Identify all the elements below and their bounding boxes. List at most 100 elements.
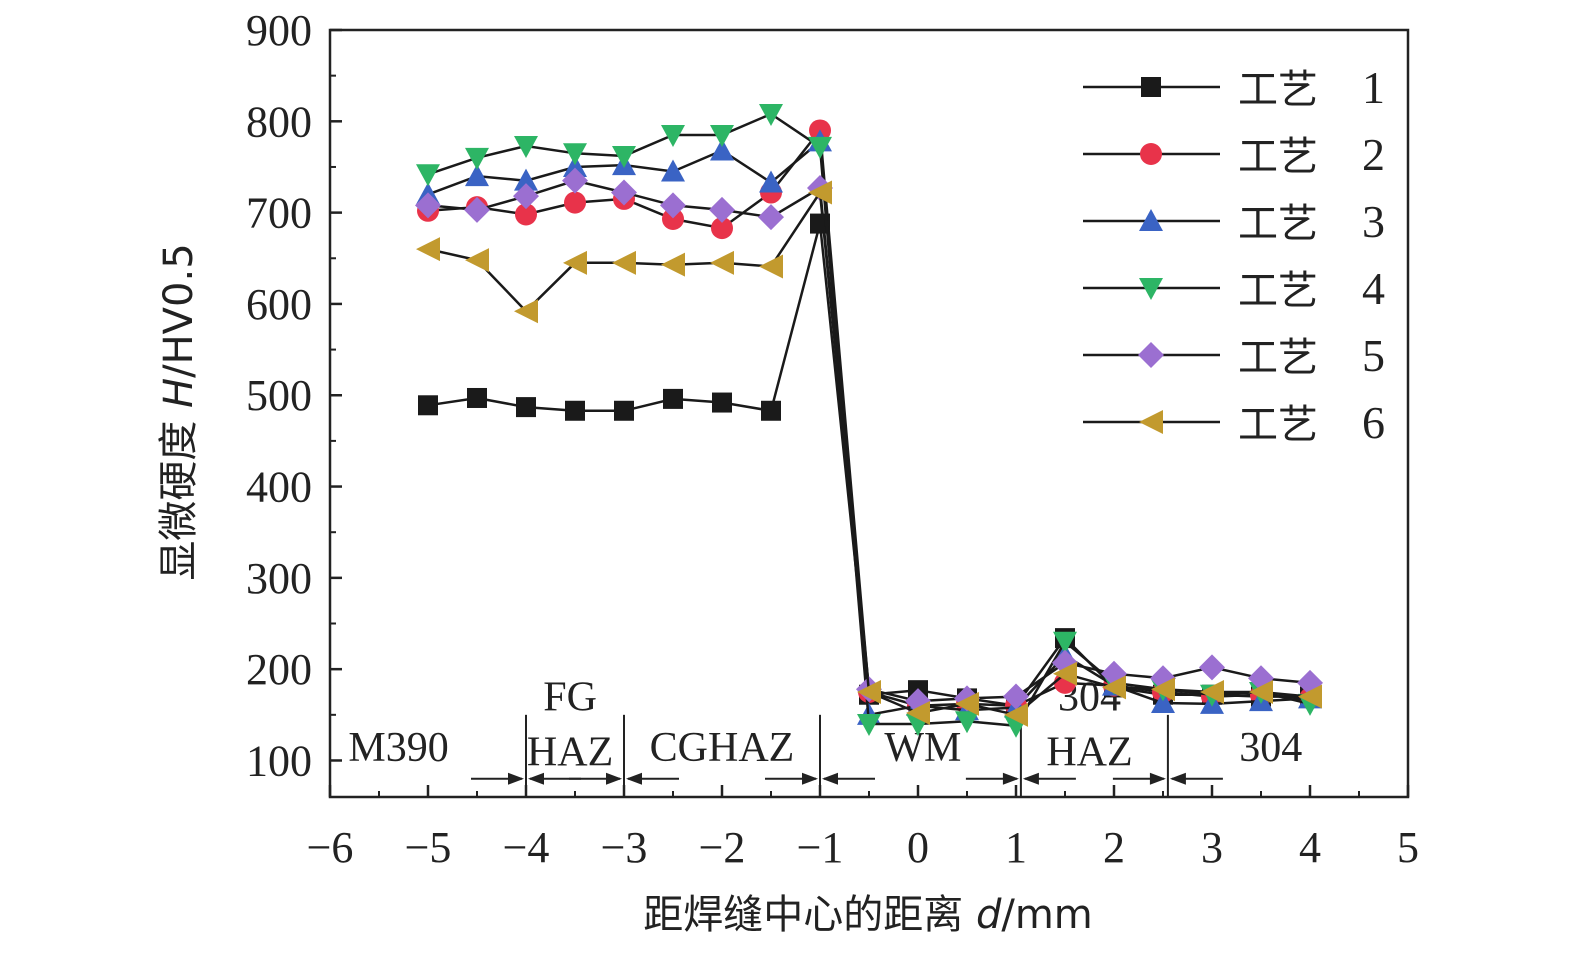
series-line — [427, 127, 1311, 707]
data-point — [661, 125, 685, 148]
x-tick-label: −2 — [699, 823, 746, 872]
data-point — [710, 125, 734, 148]
legend-label: 工艺 — [1238, 134, 1318, 180]
data-point — [660, 192, 686, 219]
x-axis-title: 距焊缝中心的距离 d/mm — [643, 892, 1093, 938]
data-point — [418, 395, 438, 416]
data-point — [1003, 683, 1029, 710]
x-tick-label: −1 — [797, 823, 844, 872]
data-point — [761, 400, 781, 421]
y-tick-label: 700 — [246, 189, 312, 238]
zone-arrow-head — [1169, 772, 1186, 785]
data-point — [416, 237, 440, 262]
series-5 — [415, 167, 1323, 715]
legend-number: 5 — [1362, 330, 1385, 381]
series-layer — [415, 104, 1323, 738]
data-point — [513, 183, 539, 210]
series-6 — [416, 180, 1322, 727]
legend: 工艺 1 工艺 2 工艺 3 工艺 4 工艺 5 工艺 6 — [1083, 62, 1385, 448]
legend-number: 6 — [1362, 397, 1385, 448]
series-line — [427, 188, 1311, 717]
data-point — [955, 691, 979, 716]
data-point — [465, 147, 489, 170]
legend-label: 工艺 — [1238, 268, 1318, 314]
x-tick-label: −4 — [503, 823, 550, 872]
data-point — [712, 392, 732, 413]
data-point — [857, 679, 881, 704]
series-line — [427, 138, 1311, 717]
data-point — [564, 191, 586, 214]
data-point — [759, 104, 783, 127]
zone-label: FG — [543, 675, 597, 721]
data-point — [710, 250, 734, 275]
data-point — [465, 164, 489, 187]
y-axis-title: 显微硬度 H/HV0.5 — [156, 243, 202, 580]
zone-arrow-head — [822, 772, 838, 785]
series-line — [427, 223, 1310, 708]
data-point — [1102, 675, 1126, 700]
zone-arrow-head — [1022, 772, 1039, 785]
x-tick-label: 0 — [907, 823, 929, 872]
y-tick-label: 500 — [246, 371, 312, 420]
data-point — [709, 196, 735, 223]
data-point — [514, 168, 538, 191]
data-point — [710, 138, 734, 161]
x-tick-label: 1 — [1005, 823, 1027, 872]
data-point — [1199, 654, 1225, 681]
legend-marker — [1140, 143, 1162, 165]
data-point — [759, 254, 783, 279]
data-point — [415, 192, 441, 219]
data-point — [661, 159, 685, 182]
data-point — [906, 700, 930, 725]
zone-label: 304 — [1239, 725, 1302, 771]
series-line — [427, 179, 1311, 703]
data-point — [808, 136, 832, 159]
legend-marker — [1138, 342, 1164, 368]
series-2 — [417, 119, 1321, 717]
y-tick-label: 900 — [246, 6, 312, 55]
data-point — [514, 135, 538, 158]
x-tick-label: −3 — [601, 823, 648, 872]
data-point — [465, 248, 489, 273]
data-point — [563, 154, 587, 177]
data-point — [1053, 631, 1077, 654]
data-point — [955, 711, 979, 734]
data-point — [711, 217, 733, 240]
data-point — [1298, 684, 1322, 709]
x-tick-label: 5 — [1397, 823, 1419, 872]
data-point — [612, 146, 636, 169]
data-point — [416, 164, 440, 187]
legend-label: 工艺 — [1238, 335, 1318, 381]
data-point — [808, 180, 832, 205]
legend-number: 1 — [1362, 62, 1385, 113]
data-point — [1004, 702, 1028, 727]
x-tick-label: 4 — [1299, 823, 1321, 872]
data-point — [759, 170, 783, 193]
data-point — [516, 397, 536, 418]
data-point — [565, 400, 585, 421]
data-point — [515, 203, 537, 226]
legend-marker — [1139, 410, 1163, 434]
zone-label: HAZ — [1046, 729, 1132, 775]
data-point — [857, 713, 881, 736]
data-point — [661, 252, 685, 277]
zone-label: HAZ — [527, 729, 613, 775]
data-point — [1053, 661, 1077, 686]
data-point — [758, 204, 784, 231]
zone-label: WM — [884, 725, 961, 771]
data-point — [612, 250, 636, 275]
data-point — [464, 196, 490, 223]
data-point — [1151, 690, 1175, 713]
y-tick-label: 400 — [246, 463, 312, 512]
legend-number: 3 — [1362, 196, 1385, 247]
data-point — [611, 179, 637, 206]
data-point — [1151, 677, 1175, 702]
data-point — [662, 208, 684, 231]
zone-label: M390 — [348, 725, 448, 771]
legend-label: 工艺 — [1238, 201, 1318, 247]
y-tick-label: 300 — [246, 554, 312, 603]
data-point — [562, 167, 588, 194]
data-point — [467, 387, 487, 408]
